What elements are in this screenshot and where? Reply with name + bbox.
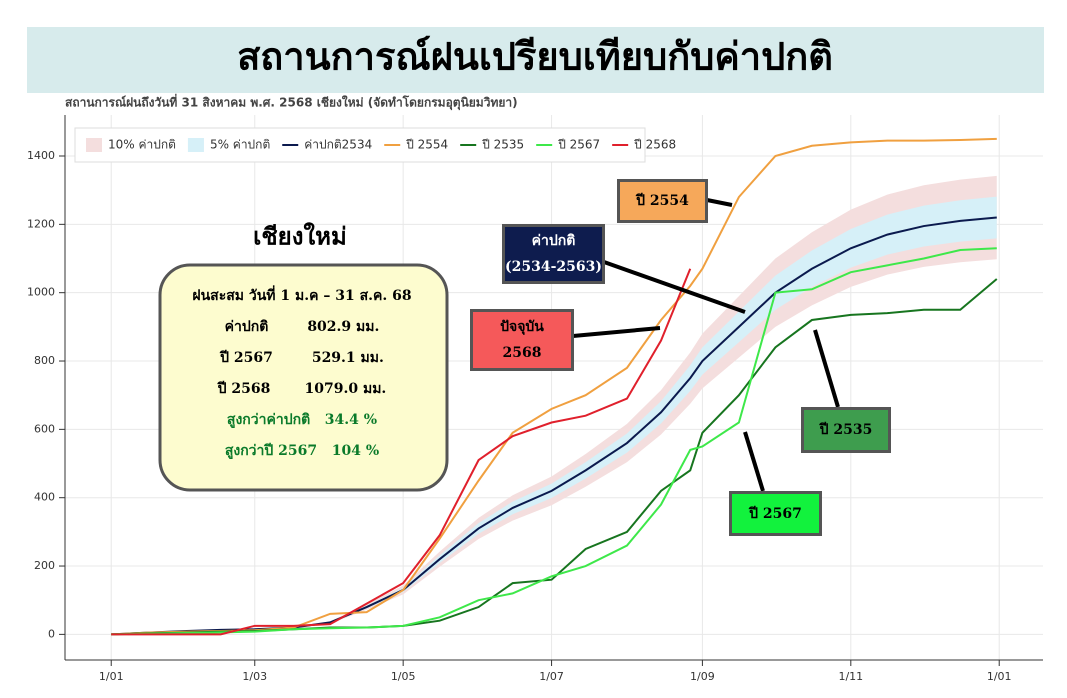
y-tick-label: 800: [34, 354, 55, 367]
callout-text: ปี 2567: [749, 505, 802, 522]
x-tick-label: 1/03: [242, 670, 267, 683]
info-lines: ฝนสะสม วันที่ 1 ม.ค – 31 ส.ค. 68 ค่าปกติ …: [192, 285, 411, 459]
legend-swatch: [187, 138, 204, 152]
connector: [813, 329, 840, 408]
info-line: ปี 2567 529.1 มม.: [219, 350, 384, 366]
x-tick-label: 1/11: [838, 670, 863, 683]
connector: [603, 260, 746, 314]
series-line: [111, 268, 692, 636]
y-tick-label: 1000: [27, 286, 55, 299]
callout-text: ปี 2535: [819, 422, 873, 438]
info-line: สูงกว่าค่าปกติ 34.4 %: [227, 412, 377, 428]
x-tick-label: 1/05: [391, 670, 416, 683]
info-box: [158, 263, 449, 492]
callout-text: ค่าปกติ: [531, 233, 576, 249]
legend: 10% ค่าปกติ 5% ค่าปกติ ค่าปกติ2534 ปี 2554 ป…: [86, 138, 677, 152]
callout-2568: ปัจจุบัน 2568: [470, 309, 574, 371]
title-banner: [27, 27, 1044, 93]
info-line: ปี 2568 1079.0 มม.: [216, 381, 386, 397]
callout-2535: ปี 2535: [801, 407, 891, 453]
y-tick-label: 1400: [27, 149, 55, 162]
callout-text: 2568: [502, 345, 542, 361]
info-line: ฝนสะสม วันที่ 1 ม.ค – 31 ส.ค. 68: [192, 285, 411, 304]
connectors: [572, 198, 840, 492]
connector: [743, 431, 765, 492]
chart-title: สถานการณ์ฝนเปรียบเทียบกับค่าปกติ: [237, 34, 833, 79]
legend-label: ปี 2568: [634, 138, 677, 152]
y-tick-label: 400: [34, 491, 55, 504]
axis-labels: 0 200 400 600 800 1000 1200 1400 1/01 1/03 1/05 1/0…: [27, 149, 1012, 683]
series-line: [111, 247, 997, 636]
connector: [572, 326, 661, 338]
y-tick-label: 200: [34, 559, 55, 572]
legend-label: ปี 2554: [406, 138, 449, 152]
y-tick-label: 0: [48, 627, 55, 640]
info-title: เชียงใหม่: [253, 222, 347, 251]
callout-text: ปัจจุบัน: [500, 319, 544, 335]
legend-label: 10% ค่าปกติ: [108, 138, 176, 152]
legend-swatch: [86, 138, 102, 152]
callout-normal: ค่าปกติ (2534-2563): [502, 224, 605, 284]
x-tick-label: 1/07: [539, 670, 564, 683]
legend-label: ค่าปกติ2534: [304, 138, 372, 152]
callout-text: ปี 2554: [636, 193, 689, 209]
y-tick-label: 1200: [27, 217, 55, 230]
chart-subtitle: สถานการณ์ฝนถึงวันที่ 31 สิงหาคม พ.ศ. 256…: [65, 94, 518, 111]
x-tick-label: 1/01: [987, 670, 1012, 683]
plot-area: [111, 137, 998, 636]
info-line: ค่าปกติ 802.9 มม.: [225, 319, 380, 335]
x-tick-label: 1/09: [690, 670, 715, 683]
band-area: [111, 196, 997, 635]
connector: [706, 198, 733, 207]
callout-text: (2534-2563): [505, 259, 602, 275]
legend-label: ปี 2567: [558, 138, 601, 152]
legend-label: 5% ค่าปกติ: [210, 138, 270, 152]
info-line: สูงกว่าปี 2567 104 %: [225, 443, 379, 459]
callout-2554: ปี 2554: [617, 179, 708, 223]
callout-2567: ปี 2567: [729, 491, 822, 536]
x-tick-label: 1/01: [99, 670, 124, 683]
y-tick-label: 600: [34, 422, 55, 435]
legend-label: ปี 2535: [482, 138, 525, 152]
